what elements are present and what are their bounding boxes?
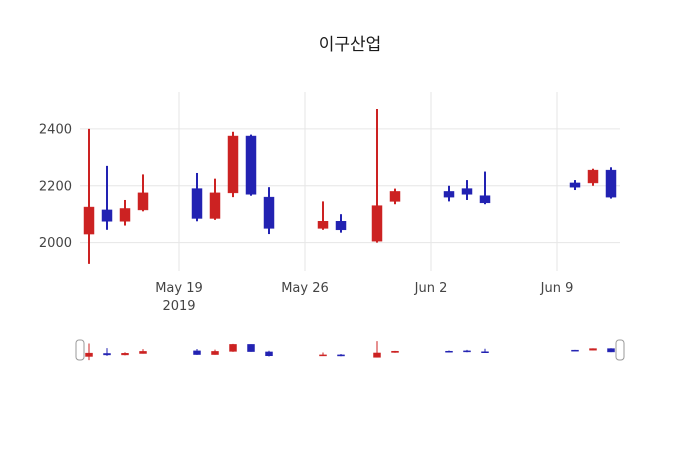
candle-body-mini [319, 354, 327, 357]
candle-body-mini [373, 352, 381, 358]
candle-body-mini [139, 351, 147, 354]
candle-body-mini [391, 350, 399, 353]
candle-body-main[interactable] [587, 169, 599, 184]
y-tick-label: 2000 [39, 236, 72, 251]
candle-body-main[interactable] [461, 188, 473, 195]
candle-body-main[interactable] [263, 196, 275, 229]
candle-body-main[interactable] [227, 135, 239, 194]
candle-body-main[interactable] [605, 169, 617, 198]
candle-body-mini [265, 351, 273, 357]
candle-body-mini [229, 344, 237, 352]
candle-body-mini [193, 350, 201, 355]
candle-body-mini [571, 349, 579, 352]
candle-body-mini [445, 350, 453, 353]
candle-body-main[interactable] [335, 221, 347, 231]
chart-title: 이구산업 [318, 35, 382, 55]
x-tick-sublabel: 2019 [162, 299, 195, 314]
rangeslider-handle-right[interactable] [615, 339, 625, 361]
x-tick-label: May 19 [155, 281, 203, 296]
candle-body-mini [589, 348, 597, 351]
x-tick-label: Jun 9 [540, 281, 574, 296]
candle-body-mini [247, 344, 255, 352]
candle-body-main[interactable] [389, 191, 401, 202]
candle-body-mini [211, 351, 219, 355]
x-tick-label: Jun 2 [414, 281, 448, 296]
candle-body-main[interactable] [83, 206, 95, 235]
candle-body-main[interactable] [569, 182, 581, 188]
candle-body-mini [103, 353, 111, 356]
rangeslider-handle-left[interactable] [75, 339, 85, 361]
candle-body-main[interactable] [443, 191, 455, 198]
candle-body-main[interactable] [101, 209, 113, 222]
candle-body-main[interactable] [119, 208, 131, 222]
candle-body-mini [481, 351, 489, 353]
candle-body-main[interactable] [479, 195, 491, 204]
candle-body-mini [463, 350, 471, 353]
candle-body-main[interactable] [245, 135, 257, 195]
candle-body-mini [607, 348, 615, 353]
candle-body-main[interactable] [137, 192, 149, 211]
candle-body-main[interactable] [191, 188, 203, 219]
y-tick-label: 2200 [39, 179, 72, 194]
candle-body-main[interactable] [371, 205, 383, 242]
y-tick-label: 2400 [39, 122, 72, 137]
candle-body-main[interactable] [317, 221, 329, 229]
candle-body-mini [121, 353, 129, 356]
candle-body-main[interactable] [209, 192, 221, 219]
x-tick-label: May 26 [281, 281, 329, 296]
candle-body-mini [85, 352, 93, 357]
candle-body-mini [337, 354, 345, 357]
